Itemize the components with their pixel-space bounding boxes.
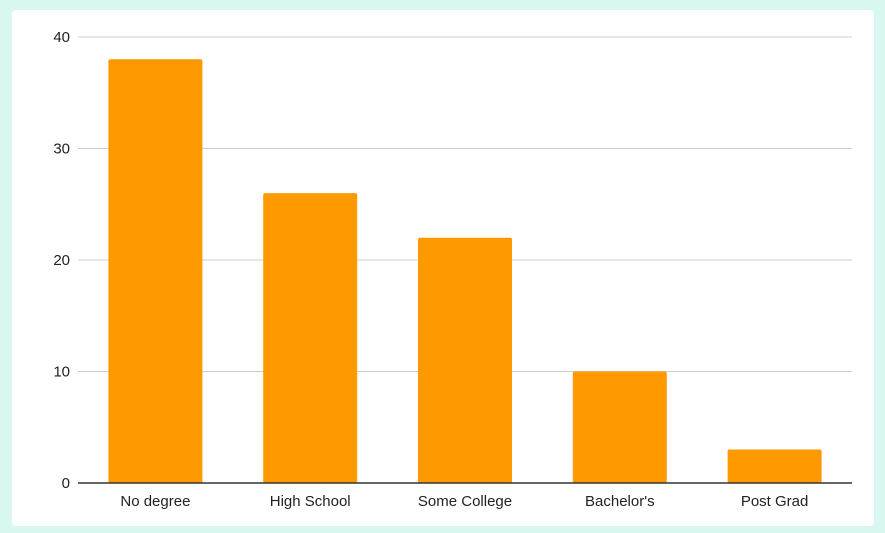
bar-post-grad	[727, 449, 822, 483]
bar-bachelor-s	[572, 371, 667, 483]
y-tick-label-10: 10	[53, 364, 70, 381]
y-tick-label-20: 20	[53, 252, 70, 269]
x-tick-label-bachelor-s: Bachelor's	[585, 493, 655, 510]
x-axis-tick-labels: No degree High School Some College Bachelor…	[120, 493, 808, 510]
y-tick-label-30: 30	[53, 141, 70, 158]
bars	[108, 59, 822, 484]
x-tick-label-high-school: High School	[270, 493, 351, 510]
bar-some-college	[418, 237, 512, 483]
y-axis-tick-labels: 0 10 20 30 40	[53, 29, 70, 492]
x-tick-label-post-grad: Post Grad	[741, 493, 809, 510]
bar-high-school	[263, 193, 358, 483]
y-tick-label-40: 40	[53, 29, 70, 46]
bar-no-degree	[108, 59, 203, 484]
x-tick-label-some-college: Some College	[418, 493, 512, 510]
y-tick-label-0: 0	[62, 475, 70, 492]
x-tick-label-no-degree: No degree	[120, 493, 190, 510]
